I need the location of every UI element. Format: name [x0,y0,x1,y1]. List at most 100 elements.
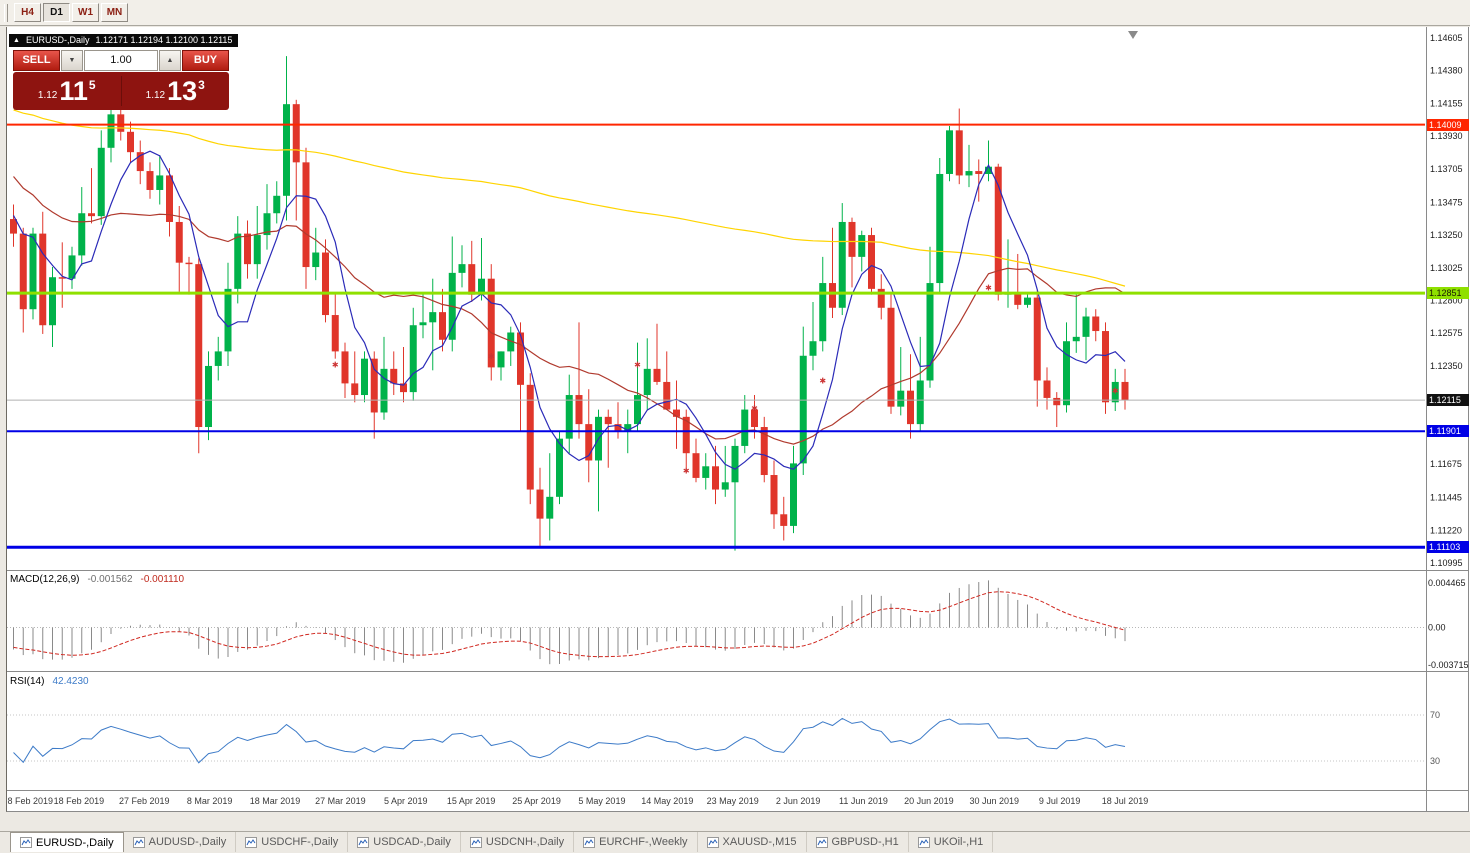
rsi-indicator-label: RSI(14) 42.4230 [10,676,89,687]
svg-text:1.11675: 1.11675 [1430,459,1462,469]
svg-text:✱: ✱ [1112,387,1119,396]
chart-title-bar: ▲ EURUSD-,Daily 1.12171 1.12194 1.12100 … [9,34,239,47]
chart-tabs-bar: EURUSD-,Daily AUDUSD-,Daily USDCHF-,Daily U… [0,831,1470,852]
price-badge-1.14009: 1.14009 [1427,118,1469,131]
volume-down-button[interactable]: ▼ [61,50,83,71]
timeframe-mn-button[interactable]: MN [101,3,128,22]
chart-tab-label: AUDUSD-,Daily [148,836,227,848]
chart-tab-label: USDCNH-,Daily [485,836,565,848]
mini-chart-icon [706,836,719,848]
mini-chart-icon [20,837,32,848]
bid-ask-display: 1.12 11 5 1.12 13 3 [13,72,229,110]
svg-text:✱: ✱ [488,352,495,361]
svg-text:1.11445: 1.11445 [1430,493,1462,503]
svg-text:1.12575: 1.12575 [1430,328,1463,338]
svg-text:1.12800: 1.12800 [1430,296,1463,306]
svg-text:✱: ✱ [985,283,992,292]
mini-chart-icon [815,836,828,848]
up-arrow-icon: ▲ [13,36,20,44]
chart-tab-audusd-daily[interactable]: AUDUSD-,Daily [124,832,237,852]
svg-text:✱: ✱ [819,376,826,385]
buy-price-big-digits: 13 [167,76,198,106]
svg-text:1.12350: 1.12350 [1430,361,1463,371]
buy-price-prefix: 1.12 [145,89,166,101]
svg-text:1.13025: 1.13025 [1430,263,1463,273]
price-badge-1.11901: 1.11901 [1427,425,1469,438]
svg-text:27 Mar 2019: 27 Mar 2019 [315,796,366,806]
mini-chart-icon [132,836,145,848]
chart-tab-ukoil-h1[interactable]: UKOil-,H1 [909,832,994,852]
timeframe-d1-button[interactable]: D1 [43,3,70,22]
svg-text:25 Apr 2019: 25 Apr 2019 [512,796,561,806]
buy-price-display[interactable]: 1.12 13 3 [122,72,230,110]
svg-text:70: 70 [1430,710,1440,720]
svg-text:18 Mar 2019: 18 Mar 2019 [250,796,301,806]
svg-text:30: 30 [1430,756,1440,766]
chart-tab-eurchf-weekly[interactable]: EURCHF-,Weekly [574,832,698,852]
sell-price-pip-digit: 5 [88,78,96,92]
one-click-trading-panel: SELL ▼ 1.00 ▲ BUY 1.12 11 5 1.12 13 3 [13,50,229,110]
trade-markers: ✱ ✱ ✱ ✱ ✱ ✱ ✱ ✱ [332,283,1119,475]
svg-text:0.004465: 0.004465 [1428,578,1466,588]
buy-button[interactable]: BUY [182,50,229,71]
chart-tab-label: EURUSD-,Daily [36,836,114,849]
ma-150-line [13,109,1126,287]
mini-chart-icon [917,836,930,848]
svg-text:18 Jul 2019: 18 Jul 2019 [1102,796,1149,806]
svg-text:2 Jun 2019: 2 Jun 2019 [776,796,821,806]
price-divider [120,76,122,106]
rsi-value: 42.4230 [52,676,89,687]
sell-price-big-digits: 11 [59,76,88,106]
macd-signal-value: -0.001110 [140,574,185,585]
timeframe-w1-button[interactable]: W1 [72,3,99,22]
sell-button[interactable]: SELL [13,50,60,71]
svg-text:11 Jun 2019: 11 Jun 2019 [839,796,888,806]
svg-text:5 May 2019: 5 May 2019 [578,796,625,806]
svg-text:✱: ✱ [683,467,690,476]
ma-20-line [13,176,1126,445]
svg-text:15 Apr 2019: 15 Apr 2019 [447,796,496,806]
svg-text:27 Feb 2019: 27 Feb 2019 [119,796,170,806]
macd-signal-line [13,591,1126,658]
svg-text:23 May 2019: 23 May 2019 [707,796,759,806]
mini-chart-icon [357,836,370,848]
chart-tab-usdcnh-daily[interactable]: USDCNH-,Daily [461,832,575,852]
chart-symbol-label: EURUSD-,Daily [25,35,90,45]
timeframe-toolbar: H4 D1 W1 MN [0,0,1470,26]
mini-chart-icon [469,836,482,848]
svg-text:1.13930: 1.13930 [1430,131,1463,141]
sell-price-display[interactable]: 1.12 11 5 [13,72,121,110]
timeframe-h4-button[interactable]: H4 [14,3,41,22]
svg-text:✱: ✱ [332,360,339,369]
svg-text:0.00: 0.00 [1428,622,1446,632]
chart-tab-xauusd-m15[interactable]: XAUUSD-,M15 [698,832,807,852]
toolbar-drag-handle[interactable] [4,3,8,22]
chart-tab-gbpusd-h1[interactable]: GBPUSD-,H1 [807,832,909,852]
svg-text:1.10995: 1.10995 [1430,558,1463,568]
chart-tab-label: USDCAD-,Daily [373,836,451,848]
svg-text:20 Jun 2019: 20 Jun 2019 [904,796,954,806]
svg-text:✱: ✱ [751,404,758,413]
price-badge-1.12115: 1.12115 [1427,394,1469,407]
macd-main-value: -0.001562 [87,574,133,585]
svg-text:-0.003715: -0.003715 [1428,660,1469,670]
chart-tab-usdcad-daily[interactable]: USDCAD-,Daily [348,832,461,852]
svg-text:18 Feb 2019: 18 Feb 2019 [54,796,105,806]
chart-tab-eurusd-daily[interactable]: EURUSD-,Daily [10,832,124,852]
chart-tab-usdchf-daily[interactable]: USDCHF-,Daily [236,832,349,852]
volume-up-button[interactable]: ▲ [159,50,181,71]
svg-text:1.13250: 1.13250 [1430,230,1463,240]
buy-price-pip-digit: 3 [198,78,205,92]
svg-text:1.14380: 1.14380 [1430,66,1463,76]
volume-input[interactable]: 1.00 [84,50,158,71]
chart-tab-label: GBPUSD-,H1 [831,836,899,848]
svg-text:✱: ✱ [634,360,641,369]
svg-text:8 Mar 2019: 8 Mar 2019 [187,796,233,806]
svg-text:1.14155: 1.14155 [1430,98,1463,108]
mini-chart-icon [245,836,258,848]
price-badge-1.12851: 1.12851 [1427,287,1469,300]
quote-ohlc-values: 1.12171 1.12194 1.12100 1.12115 [95,35,233,45]
svg-text:8 Feb 2019: 8 Feb 2019 [8,796,54,806]
